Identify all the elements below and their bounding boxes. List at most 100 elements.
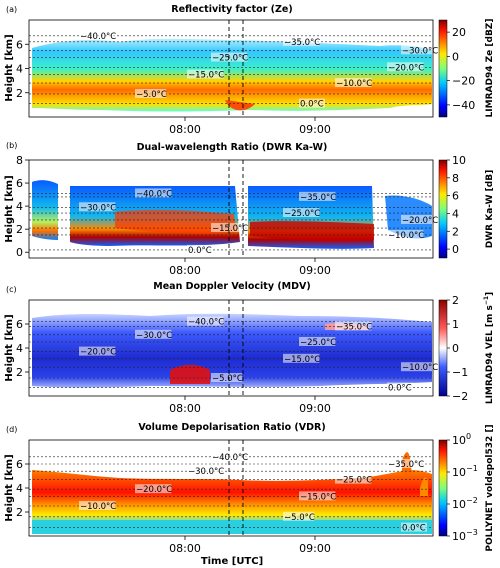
panel-c-isotherm-label-8: 0.0°C [388,384,412,394]
panel-c-cbtick-label-4: −2 [452,390,468,403]
panel-b-cbtick-label-0: 10 [452,154,466,167]
panel-a-xtick-label-0: 08:00 [169,123,201,136]
panel-b-ytick-label-1: 2 [16,223,23,236]
panel-c-cbticks: 2 1 0 −1 −2 [447,294,468,403]
panel-d-cbtick-label-0: 100 [452,432,471,447]
panel-d-title: Volume Depolarisation Ratio (VDR) [138,422,325,433]
panel-a-isotherm-label-1: −35.0°C [284,38,320,48]
panel-c-cbtick-label-2: 0 [452,342,459,355]
panel-d-isotherm-bg-3 [335,474,372,484]
panel-b-isotherm-label-1: −35.0°C [300,193,336,203]
panel-a-isotherm-bg-6 [335,78,372,88]
panel-b-isotherm-label-4: −20.0°C [402,216,438,226]
panel-b-isotherm-bg-7 [187,244,213,254]
panel-c-isotherm-bg-6 [401,362,438,372]
panel-a-isotherm-label-6: −10.0°C [336,79,372,89]
panel-d-isotherm-bg-1 [387,459,424,468]
panel-d-isotherm-bg-5 [299,491,336,501]
panel-b-isotherm-bg-5 [211,223,248,233]
panel-c-cbtick-label-0: 2 [452,294,459,307]
panel-a-cloud [32,38,432,112]
panel-c-isotherm-label-4: −20.0°C [80,348,116,358]
panel-d-xtick-label-0: 08:00 [169,542,201,555]
panel-c-ytick-label-0: 2 [16,366,23,379]
panel-c-isotherm-bg-2 [135,329,172,339]
panel-a-melting-feature [225,100,255,111]
panel-b-isotherm-bg-2 [79,202,116,212]
panel-d-isotherm-bg-8 [401,522,427,532]
panel-a-isotherm-bg-8 [299,98,325,108]
panel-c-ylabel: Height [km] [4,314,15,381]
panel-a-colorbar-label: LIMRAD94 Ze [dBZ] [485,19,495,118]
panel-a-cbtick-label-2: −20 [452,75,475,88]
panel-d-isotherm-label-6: −10.0°C [80,502,116,512]
panel-a-isotherm-label-5: −15.0°C [188,71,224,81]
panel-c-isotherm-bg-0 [187,316,224,326]
panel-d-ytick-label-2: 6 [16,458,23,471]
panel-a-xtick-label-1: 09:00 [299,123,331,136]
panel-c-isotherm-bg-8 [387,382,413,392]
panel-b-warm-band-2 [250,221,374,242]
panel-a-letter: (a) [6,5,17,14]
panel-d-ylabel: Height [km] [4,454,15,521]
panel-d-isotherm-label-2: −30.0°C [188,467,224,477]
panel-c-cbtick-label-3: −1 [452,366,468,379]
panel-a-cbticks: 20 0 −20 −40 [447,26,475,112]
panel-c-isotherm-label-5: −15.0°C [284,355,320,365]
panel-d-isotherm-label-3: −25.0°C [336,476,372,486]
panel-c-ytick-label-1: 4 [16,342,23,355]
panel-d-isotherm-label-1: −35.0°C [388,460,424,470]
panel-d-cbticks: 100 10−1 10−2 10−3 [447,432,478,543]
panel-b-isotherm-label-7: 0.0°C [188,246,212,256]
panel-a-isotherm-label-4: −20.0°C [388,63,424,73]
panel-d-colorbar-label: POLLYNET voldepol532 [] [485,424,495,551]
panel-b-cbtick-label-4: 2 [452,225,459,238]
panel-b-isotherm-bg-3 [283,208,320,218]
panel-b-yticks: 0 2 4 6 8 [16,154,29,259]
panel-b-cloud-1 [32,180,58,240]
panel-b-isotherm-label-0: −40.0°C [136,189,172,199]
panel-c-isotherm-label-1: −35.0°C [336,322,372,332]
panel-b-cbtick-label-2: 6 [452,190,459,203]
panel-b-ytick-label-2: 4 [16,200,23,213]
panel-d-xtick-label-1: 09:00 [299,542,331,555]
panel-d-aerosol-layer [32,470,432,534]
panel-b-colorbar-label: DWR Ka-W [dB] [485,170,495,248]
panel-c-isotherms: −40.0°C −35.0°C −30.0°C −25.0°C −20.0°C −15.0… [29,316,438,394]
panel-b-isotherm-label-5: −15.0°C [212,224,248,234]
panel-d-ytick-label-0: 2 [16,506,23,519]
panel-c-colorbar-label: LIMRAD94 VEL [m s−1] [483,292,495,404]
panel-a-isotherm-bg-7 [135,88,167,98]
panel-d-xticks: 08:00 09:00 [169,536,331,555]
panel-c-colorbar [438,299,448,397]
panel-a-cbtick-label-0: 20 [452,26,466,39]
panel-c-xticks: 08:00 09:00 [169,396,331,415]
panel-b-ytick-label-0: 0 [16,246,23,259]
panel-d-cbtick-label-2: 10−2 [452,496,478,511]
panel-d-xlabel: Time [UTC] [201,556,263,567]
panel-b-xtick-label-0: 08:00 [169,264,201,277]
panel-c: (c) Mean Doppler Velocity (MDV) −40.0°C −… [4,281,495,415]
panel-d-isotherm-label-0: −40.0°C [212,453,248,463]
panel-c-isotherm-bg-3 [299,337,336,346]
panel-b-ylabel: Height [km] [4,175,15,242]
panel-c-isotherm-label-0: −40.0°C [188,318,224,328]
panel-c-isotherm-bg-5 [283,353,320,363]
panel-b-isotherms: −40.0°C −35.0°C −30.0°C −25.0°C −20.0°C −15.0… [29,188,438,256]
panel-a-isotherm-label-0: −40.0°C [80,32,116,42]
panel-a-title: Reflectivity factor (Ze) [171,4,292,15]
panel-b-isotherm-bg-6 [387,229,424,239]
panel-c-updraft [170,364,210,384]
panel-b-cbtick-label-3: 4 [452,207,459,220]
panel-c-yticks: 2 4 6 [16,318,29,379]
panel-b-isotherm-label-3: −25.0°C [284,209,320,219]
panel-a-isotherm-label-2: −30.0°C [402,46,438,56]
panel-c-xtick-label-0: 08:00 [169,402,201,415]
panel-c-isotherm-label-6: −10.0°C [402,363,438,373]
panel-d-colorbar [438,439,448,537]
panel-a-cbtick-label-3: −40 [452,99,475,112]
panel-a-isotherm-bg-1 [283,36,320,46]
panel-b-title: Dual-wavelength Ratio (DWR Ka-W) [137,142,328,153]
panel-c-xtick-label-1: 09:00 [299,402,331,415]
panel-d-cbtick-label-3: 10−3 [452,528,478,543]
